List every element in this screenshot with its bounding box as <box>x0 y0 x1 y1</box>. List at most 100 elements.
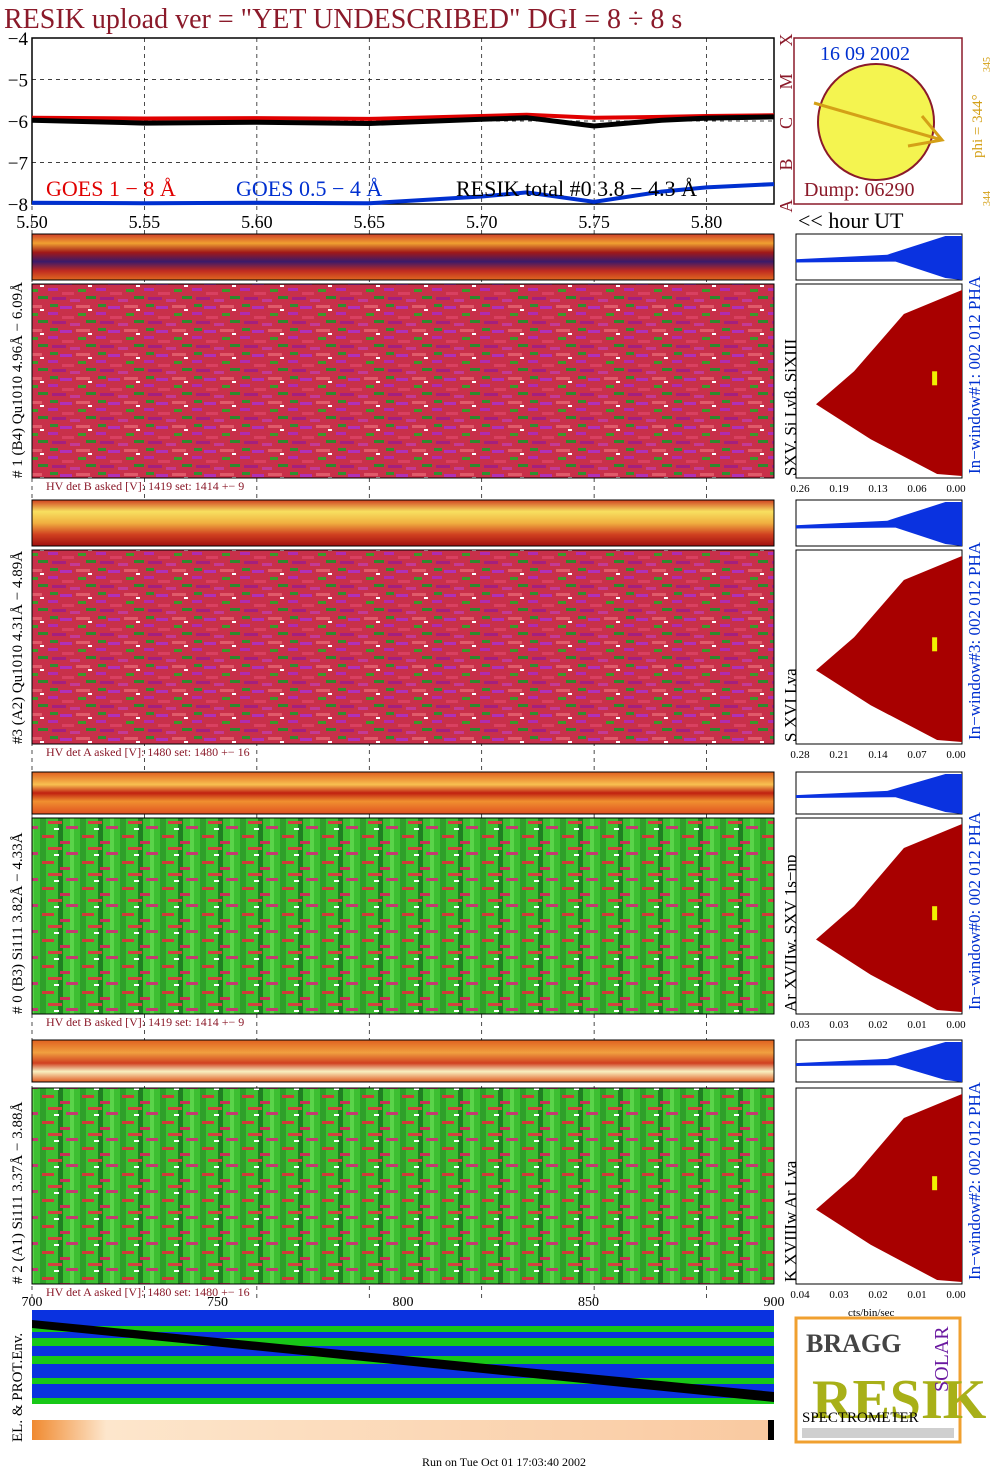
pha-tick-label: 0.14 <box>868 749 888 761</box>
time-tick-label: 5.70 <box>466 212 498 232</box>
run-timestamp: Run on Tue Oct 01 17:03:40 2002 <box>422 1455 586 1469</box>
logo-fineprint <box>802 1428 954 1438</box>
detector-panel-3: HV det A asked [V]: 1480 set: 1480 +− 16… <box>10 1039 984 1301</box>
env-strip <box>32 1420 774 1440</box>
env-band-3 <box>32 1364 774 1378</box>
pha-tick-label: 0.00 <box>946 1019 966 1031</box>
pha-tick-label: 0.03 <box>790 1019 810 1031</box>
pha-window-marker <box>932 1176 938 1191</box>
phi-lower: 344 <box>982 191 993 206</box>
detector-spectrogram <box>31 549 775 745</box>
pha-tick-label: 0.04 <box>790 1289 810 1301</box>
pha-tick-label: 0.03 <box>829 1289 849 1301</box>
in-window-label: In−window#0: 002 012 PHA <box>965 811 984 1010</box>
env-strip-end <box>768 1420 774 1440</box>
goes-series-line-0 <box>31 112 775 121</box>
pha-tick-label: 0.00 <box>946 1289 966 1301</box>
page-title: RESIK upload ver = "YET UNDESCRIBED" DGI… <box>4 4 682 35</box>
logo-resik: RESIK <box>812 1369 987 1431</box>
bottom-tick-label: 800 <box>393 1295 414 1310</box>
detector-panels: HV det B asked [V]: 1419 set: 1414 +− 9 #… <box>10 233 984 1319</box>
pha-xlabel: cts/bin/sec <box>848 1307 895 1319</box>
goes-series-line-2 <box>31 182 775 206</box>
phi-upper: 345 <box>982 57 993 72</box>
time-tick-label: 5.75 <box>578 212 610 232</box>
time-tick-label: 5.65 <box>354 212 386 232</box>
resik-logo: BRAGG RESIK SOLAR SPECTROMETER <box>794 1316 987 1444</box>
env-band-2 <box>32 1346 774 1356</box>
phi-arrow-head <box>907 115 945 148</box>
goes-y-tick-label: −8 <box>8 195 28 216</box>
detector-spectrogram <box>31 1087 775 1285</box>
goes-class-x: X <box>776 34 796 47</box>
pha-large-histogram <box>816 556 962 742</box>
hour-ut-label: << hour UT <box>798 208 904 233</box>
env-band-4 <box>32 1384 774 1398</box>
goes-y-tick-label: −4 <box>8 29 29 50</box>
detector-ylabel: # 1 (B4) Qu1010 4.96Å − 6.09Å <box>10 282 26 478</box>
environment-panel: EL. & PROT.Env. <box>10 1310 774 1442</box>
goes-series-line-1 <box>31 114 775 129</box>
goes-y-axis: −8 −7 −6 −5 −4 <box>8 29 29 216</box>
logo-bragg: BRAGG <box>806 1329 901 1358</box>
dump-number: Dump: 06290 <box>804 179 915 201</box>
time-tick-label: 5.50 <box>16 212 48 232</box>
detector-panel-0: HV det B asked [V]: 1419 set: 1414 +− 9 #… <box>10 233 984 495</box>
pha-tick-label: 0.01 <box>907 1289 926 1301</box>
time-tick-label: 5.55 <box>129 212 161 232</box>
observation-date: 16 09 2002 <box>820 43 910 65</box>
pha-tick-label: 0.13 <box>868 483 888 495</box>
goes-class-b: B <box>776 158 796 170</box>
pha-tick-label: 0.00 <box>946 483 966 495</box>
env-trend-line <box>32 1320 774 1402</box>
env-ylabel: EL. & PROT.Env. <box>10 1333 26 1442</box>
line-id-label: K XVIIIw Ar Lya <box>781 1160 800 1282</box>
phi-label: phi = 344° <box>970 94 986 158</box>
pha-window-marker <box>932 637 938 652</box>
pha-large-histogram <box>816 290 962 476</box>
goes-y-tick-label: −5 <box>8 71 28 92</box>
pha-small-histogram <box>796 774 962 814</box>
env-band-top <box>32 1310 774 1326</box>
pha-small-histogram <box>796 502 962 546</box>
goes-series-group <box>31 112 775 206</box>
pha-tick-label: 0.21 <box>829 749 848 761</box>
line-id-label: Ar XVIIw, SXV 1s−np <box>781 855 800 1012</box>
legend-resik-total: RESIK total #0 3.8 − 4.3 Å <box>456 176 697 201</box>
in-window-label: In−window#1: 002 012 PHA <box>965 275 984 474</box>
detector-spectrogram <box>31 283 775 479</box>
pha-tick-label: 0.02 <box>868 1019 887 1031</box>
pha-large-histogram <box>816 1094 962 1282</box>
phi-arrow <box>813 101 943 142</box>
detector-ylabel: # 2 (A1) Si111 3.37Å − 3.88Å <box>10 1101 26 1284</box>
detector-panel-2: HV det B asked [V]: 1419 set: 1414 +− 9 #… <box>10 771 984 1031</box>
bottom-tick-label: 700 <box>22 1295 43 1310</box>
line-id-label: S XVI Lya <box>781 668 800 742</box>
bottom-tick-label: 750 <box>207 1295 228 1310</box>
detector-ylabel: # 0 (B3) Si111 3.82Å − 4.33Å <box>10 832 26 1014</box>
time-axis: 5.50 5.55 5.60 5.65 5.70 5.75 5.80 <box>16 212 722 232</box>
detector-thermogram <box>31 233 775 281</box>
time-tick-label: 5.60 <box>241 212 273 232</box>
pha-small-histogram <box>796 1042 962 1082</box>
goes-y-tick-label: −7 <box>8 154 28 175</box>
pha-tick-label: 0.03 <box>829 1019 849 1031</box>
pha-tick-label: 0.19 <box>829 483 849 495</box>
pha-large-histogram <box>816 824 962 1012</box>
goes-class-a: A <box>776 200 796 213</box>
bottom-tick-label: 900 <box>764 1295 785 1310</box>
hv-label: HV det B asked [V]: 1419 set: 1414 +− 9 <box>46 1015 244 1029</box>
hv-label: HV det A asked [V]: 1480 set: 1480 +− 16 <box>46 1285 250 1299</box>
goes-y-tick-label: −6 <box>8 112 28 133</box>
goes-class-c: C <box>776 117 796 129</box>
pha-tick-label: 0.02 <box>868 1289 887 1301</box>
pha-tick-label: 0.06 <box>907 483 927 495</box>
goes-class-letters: A B C M X <box>776 34 796 213</box>
detector-thermogram <box>31 1039 775 1083</box>
pha-tick-label: 0.00 <box>946 749 966 761</box>
pha-tick-label: 0.26 <box>790 483 810 495</box>
line-id-label: SXV, Si Lyβ, SiXIII <box>781 338 800 476</box>
pha-window-marker <box>932 906 938 921</box>
pha-window-marker <box>932 371 938 386</box>
